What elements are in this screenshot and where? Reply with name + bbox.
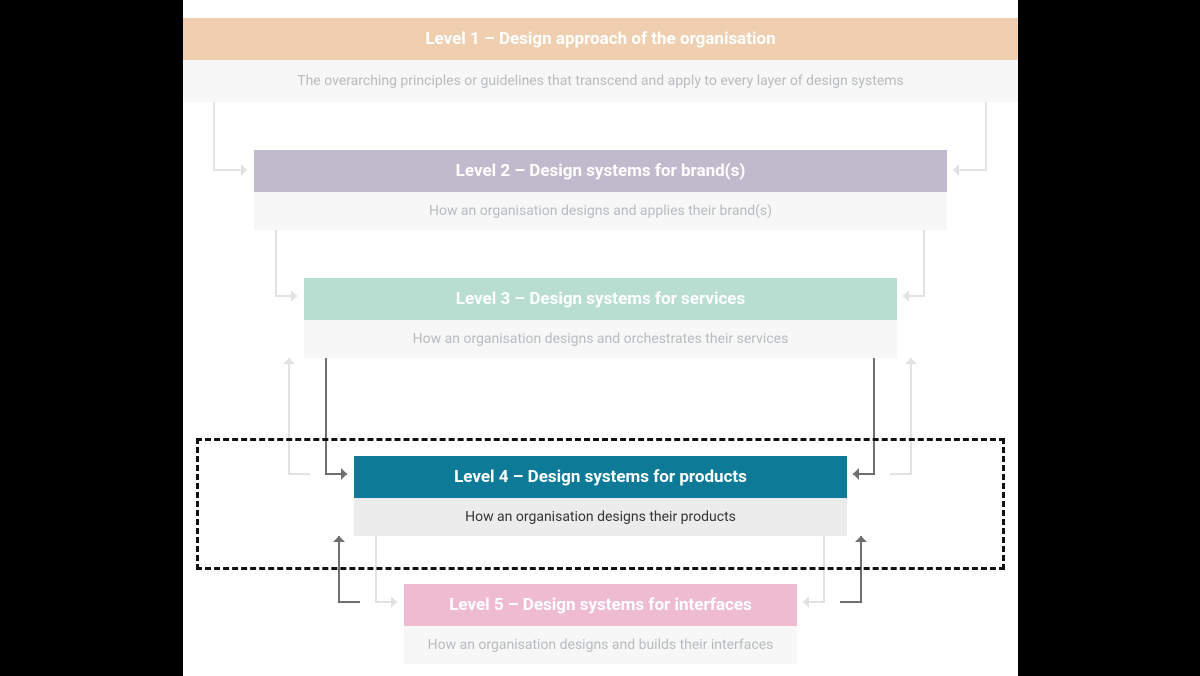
level5-header: Level 5 – Design systems for interfaces [404, 584, 797, 626]
level5-description: How an organisation designs and builds t… [404, 626, 797, 664]
level3-header: Level 3 – Design systems for services [304, 278, 897, 320]
level1-header: Level 1 – Design approach of the organis… [183, 18, 1018, 60]
level1-description: The overarching principles or guidelines… [183, 60, 1018, 102]
level2-header: Level 2 – Design systems for brand(s) [254, 150, 947, 192]
focus-box [196, 438, 1005, 570]
diagram-stage: Level 1 – Design approach of the organis… [0, 0, 1200, 676]
level2-description: How an organisation designs and applies … [254, 192, 947, 230]
level3-description: How an organisation designs and orchestr… [304, 320, 897, 358]
